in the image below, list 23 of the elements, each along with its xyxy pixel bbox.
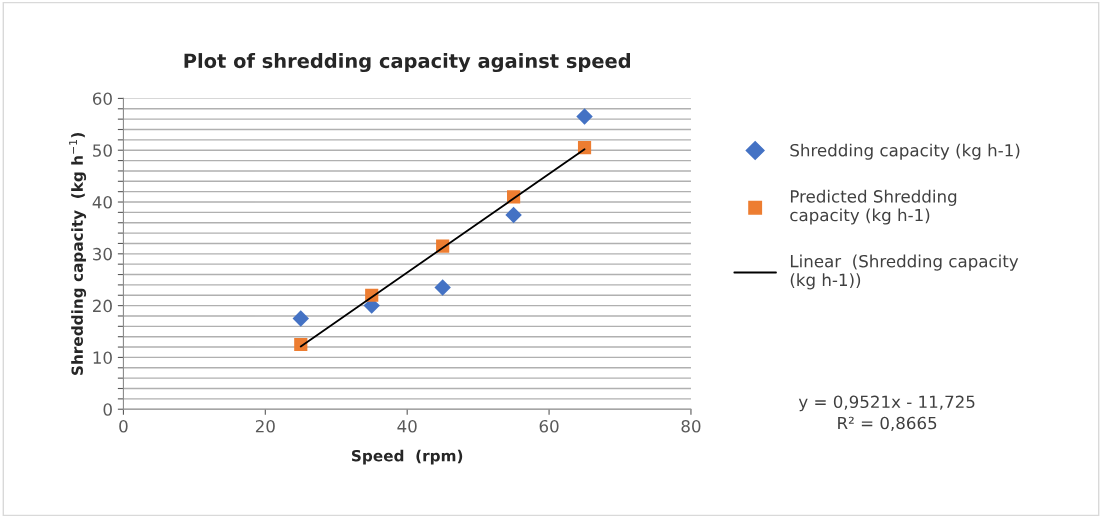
x-tick-label: 20 — [255, 419, 275, 433]
point — [292, 310, 309, 327]
y-tick-label: 50 — [93, 144, 112, 157]
y-axis-title: Shredding capacity (kg h$^{−1}$) — [69, 132, 87, 375]
y-tick-label: 60 — [92, 92, 112, 105]
x-tick-label: 40 — [397, 419, 417, 433]
y-tick-label: 30 — [93, 247, 112, 261]
y-tick-label: 10 — [93, 351, 112, 364]
point — [434, 279, 451, 296]
y-tick-label: 40 — [92, 195, 112, 209]
legend-label: Linear (Shredding capacity (kg h-1)) — [790, 254, 1019, 290]
chart-title: Plot of shredding capacity against speed — [184, 53, 630, 73]
x-tick-label: 80 — [681, 419, 701, 433]
x-axis-title: Speed (rpm) — [351, 449, 463, 465]
point — [576, 108, 593, 125]
x-tick-label: 60 — [539, 419, 559, 433]
legend-label: Shredding capacity (kg h-1) — [790, 143, 1020, 160]
point — [505, 206, 522, 224]
legend-label: Predicted Shredding capacity (kg h-1) — [790, 189, 957, 225]
x-tick-label: 0 — [119, 419, 128, 433]
text: y = 0,9521x - 11,725 R² = 0,8665 — [798, 395, 975, 431]
y-tick-label: 0 — [103, 403, 112, 416]
y-tick-label: 20 — [93, 299, 112, 313]
